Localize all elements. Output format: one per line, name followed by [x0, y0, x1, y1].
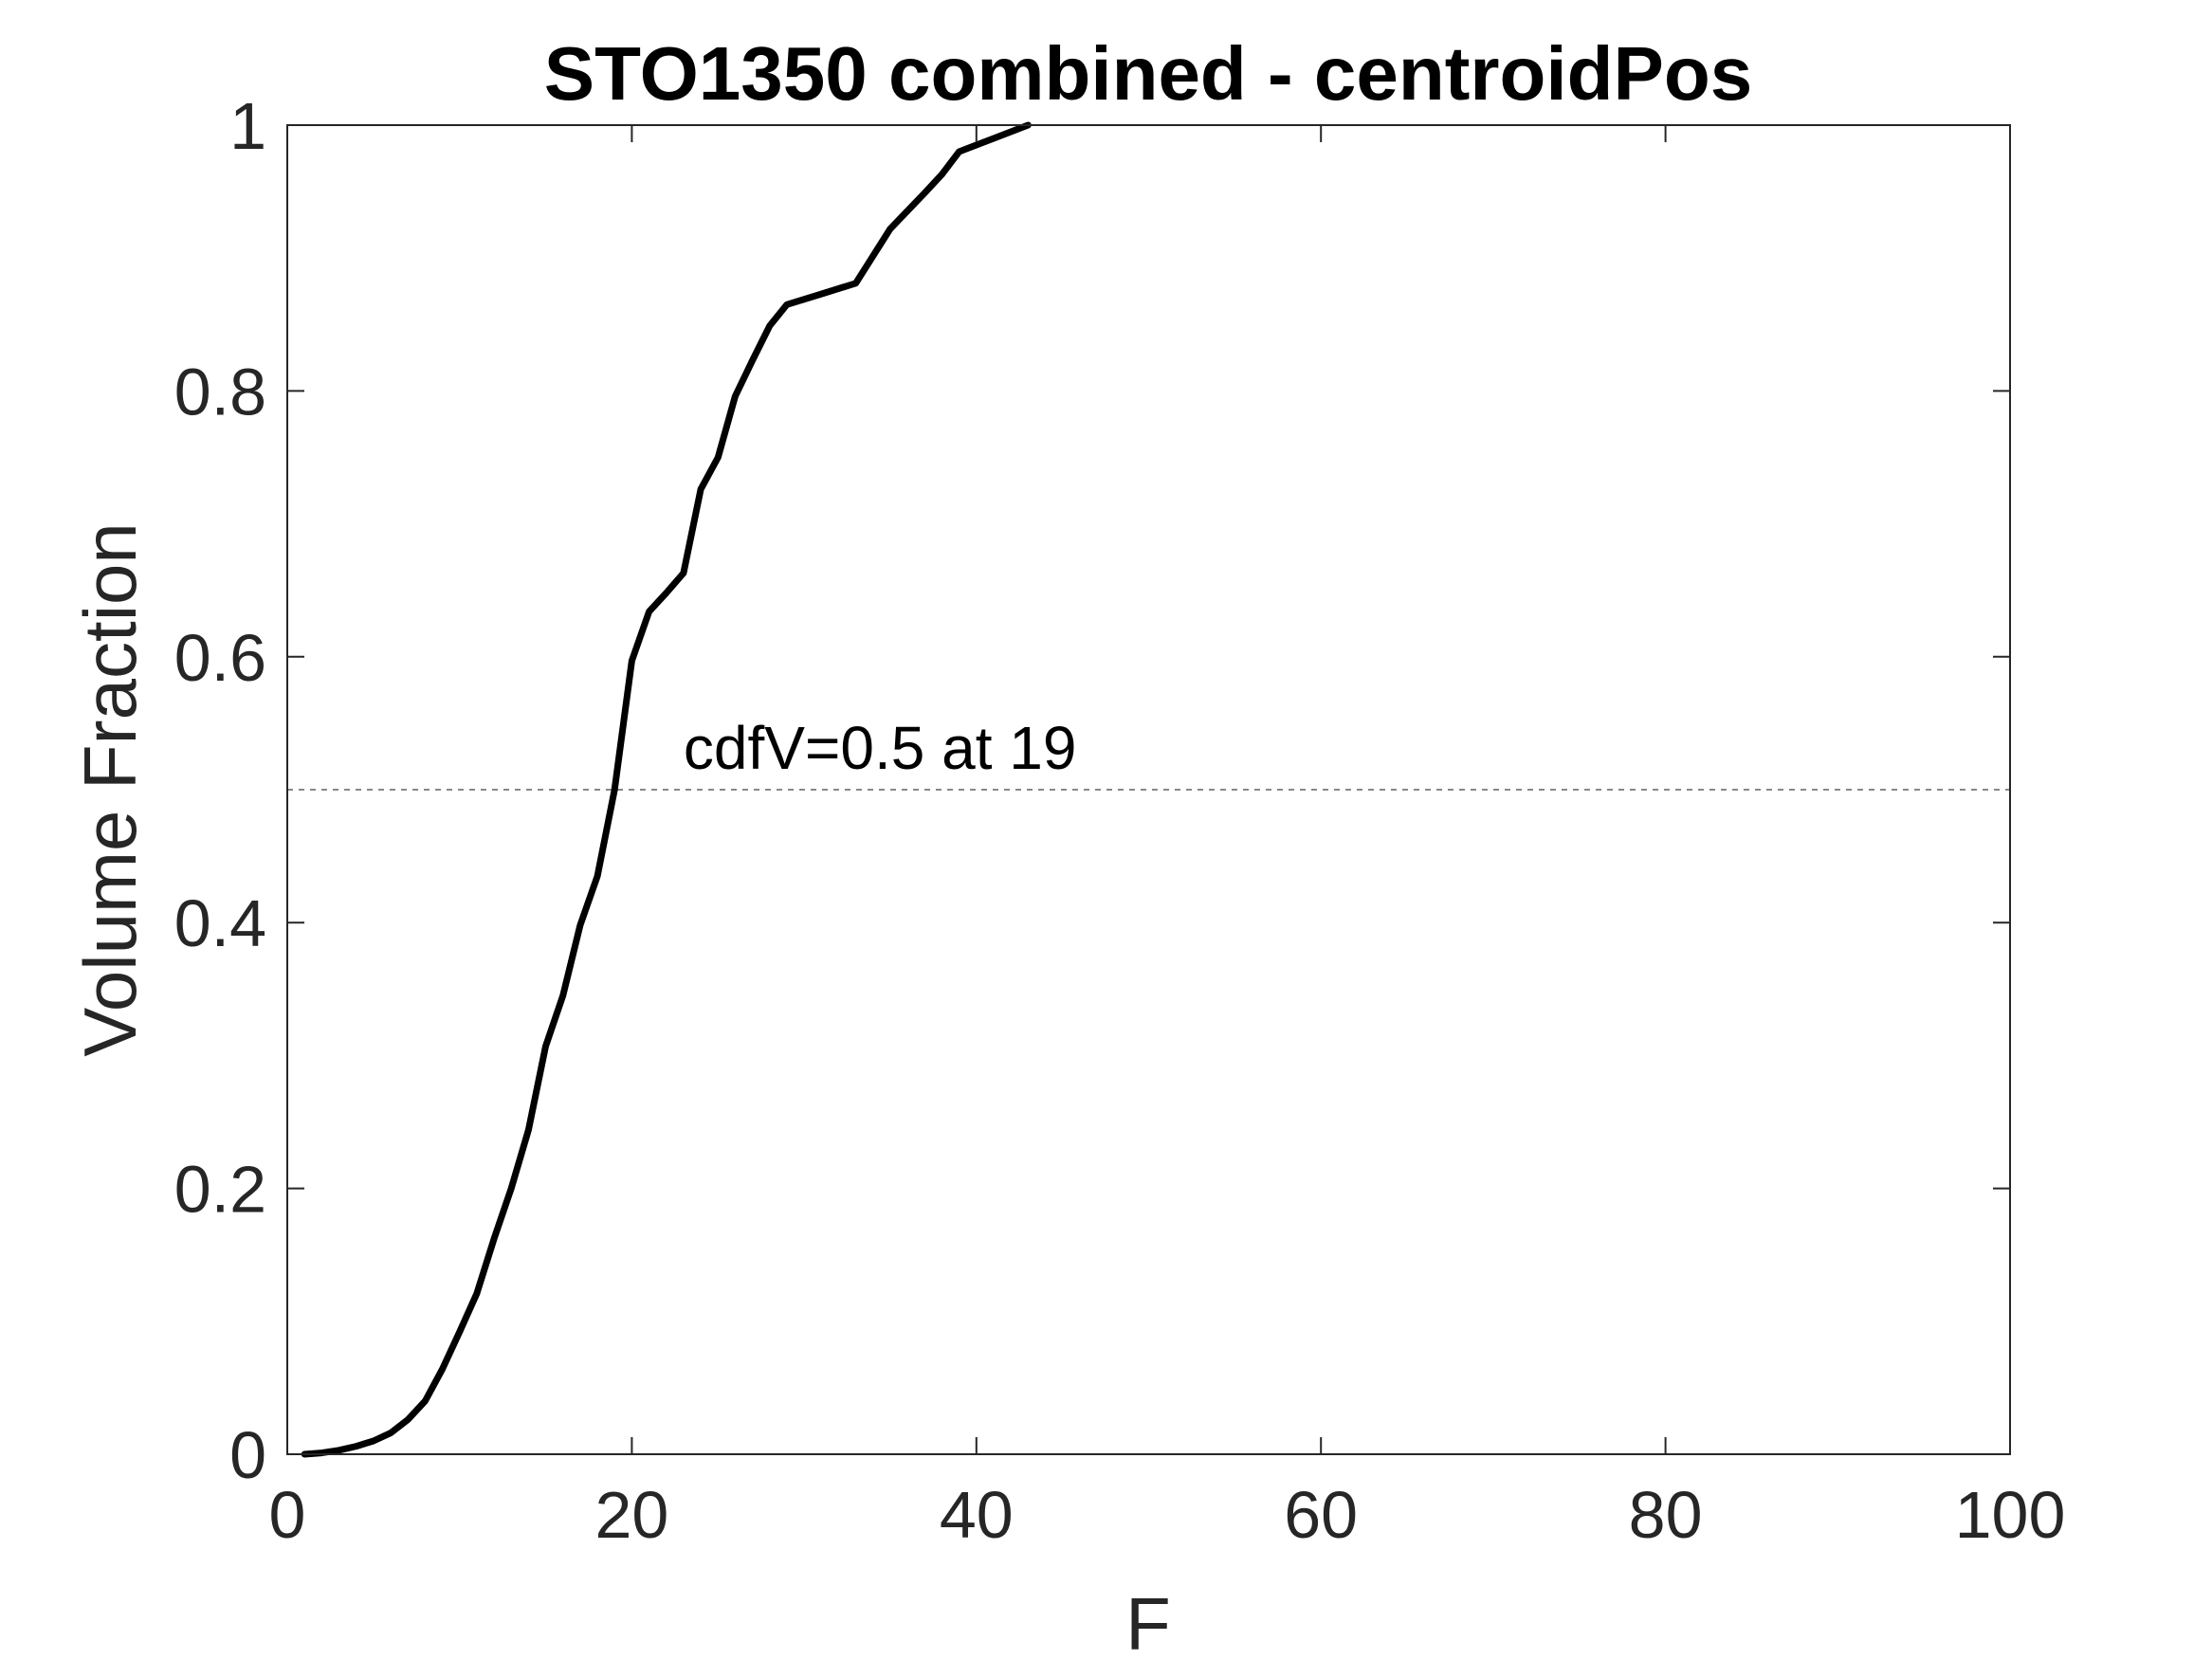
- x-tick-label: 20: [594, 1478, 668, 1552]
- y-axis-ticks: 0 0.2 0.4 0.6 0.8 1: [174, 89, 2010, 1492]
- y-tick-label: 0.4: [174, 886, 266, 960]
- annotation-layer: cdfV=0.5 at 19: [684, 714, 1077, 782]
- y-tick-label: 0: [229, 1418, 266, 1492]
- chart-title: STO1350 combined - centroidPos: [544, 31, 1752, 116]
- x-axis-ticks: 0 20 40 60 80 100: [269, 125, 2066, 1552]
- y-tick-label: 0.6: [174, 621, 266, 695]
- series-layer: [301, 121, 1032, 1458]
- axes-box: [286, 124, 2011, 1455]
- y-tick-label: 0.8: [174, 355, 266, 428]
- annotation-text: cdfV=0.5 at 19: [684, 714, 1077, 782]
- x-axis-label: F: [1125, 1582, 1171, 1659]
- x-tick-label: 40: [940, 1478, 1014, 1552]
- x-tick-label: 0: [269, 1478, 306, 1552]
- y-tick-label: 1: [229, 89, 266, 163]
- x-tick-label: 80: [1629, 1478, 1703, 1552]
- y-tick-label: 0.2: [174, 1153, 266, 1227]
- plot-area: [287, 125, 2010, 1454]
- y-axis-label: Volume Fraction: [68, 522, 152, 1057]
- series-line: [301, 121, 1032, 1458]
- x-tick-label: 60: [1284, 1478, 1358, 1552]
- x-tick-label: 100: [1955, 1478, 2066, 1552]
